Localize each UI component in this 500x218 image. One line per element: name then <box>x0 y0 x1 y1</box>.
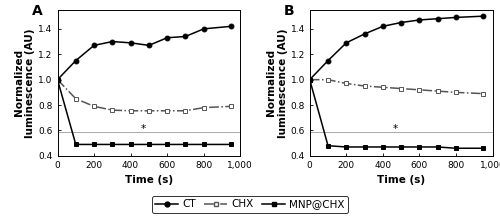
X-axis label: Time (s): Time (s) <box>125 175 173 185</box>
X-axis label: Time (s): Time (s) <box>377 175 425 185</box>
Legend: CT, CHX, MNP@CHX: CT, CHX, MNP@CHX <box>152 196 348 213</box>
Y-axis label: Normalized
luminescence (AU): Normalized luminescence (AU) <box>266 28 287 138</box>
Text: *: * <box>141 124 146 134</box>
Y-axis label: Normalized
luminescence (AU): Normalized luminescence (AU) <box>14 28 36 138</box>
Text: A: A <box>32 4 42 18</box>
Text: *: * <box>393 124 398 134</box>
Text: B: B <box>284 4 295 18</box>
